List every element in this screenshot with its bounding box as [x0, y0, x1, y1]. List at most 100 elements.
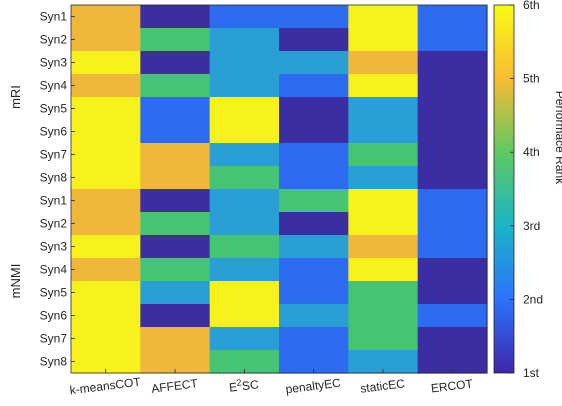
row-tick-label: Syn3: [40, 240, 68, 254]
heatmap-cell: [417, 97, 488, 121]
row-group-label: mNMI: [8, 264, 23, 299]
heatmap-cell: [279, 120, 349, 144]
heatmap-cell: [209, 235, 280, 259]
column-tick-label: staticEC: [359, 376, 405, 395]
heatmap-cell: [279, 258, 349, 282]
colorbar-tick-label: 2nd: [523, 292, 543, 306]
colorbar-tick-label: 5th: [523, 72, 540, 86]
colorbar-tick-label: 6th: [523, 0, 540, 12]
heatmap-cell: [279, 97, 349, 121]
heatmap-cell: [71, 143, 141, 167]
row-tick-label: Syn2: [40, 33, 68, 47]
heatmap-cell: [209, 350, 280, 374]
heatmap-cell: [209, 304, 280, 328]
row-tick-label: Syn4: [40, 263, 68, 277]
heatmap-cell: [71, 281, 141, 305]
heatmap-cell: [71, 74, 141, 98]
heatmap-cell: [348, 5, 419, 29]
heatmap-cell: [417, 120, 488, 144]
heatmap-cell: [209, 5, 280, 29]
heatmap-cell: [71, 258, 141, 282]
heatmap-cell: [279, 350, 349, 374]
heatmap-cell: [348, 143, 419, 167]
row-tick-label: Syn5: [40, 102, 68, 116]
colorbar: 1st 2nd 3rd 4th 5th 6th Performace Rank: [493, 0, 562, 380]
heatmap-cell: [209, 327, 280, 351]
heatmap-cell: [71, 327, 141, 351]
heatmap-cell: [71, 235, 141, 259]
heatmap-cell: [140, 166, 211, 190]
heatmap-cell: [279, 281, 349, 305]
heatmap-cell: [209, 212, 280, 236]
heatmap-cell: [279, 5, 349, 29]
heatmap-cell: [140, 304, 211, 328]
heatmap-cell: [417, 212, 488, 236]
heatmap-cell: [417, 166, 488, 190]
heatmap-cell: [71, 120, 141, 144]
heatmap-cell: [417, 28, 488, 52]
heatmap-cell: [348, 235, 419, 259]
heatmap-cell: [71, 304, 141, 328]
heatmap-cell: [279, 74, 349, 98]
heatmap-cell: [71, 5, 141, 29]
row-tick-label: Syn7: [40, 148, 68, 162]
heatmap-cell: [71, 28, 141, 52]
heatmap-cell: [140, 350, 211, 374]
heatmap-cell: [417, 189, 488, 213]
heatmap-cell: [140, 189, 211, 213]
row-tick-label: Syn1: [40, 194, 68, 208]
heatmap-cell: [279, 235, 349, 259]
column-tick-label: k-meansCOT: [69, 375, 142, 398]
heatmap-cell: [209, 281, 280, 305]
heatmap-cell: [71, 51, 141, 75]
plot-frame: [70, 4, 488, 374]
row-tick-labels: Syn1 Syn2 Syn3 Syn4 Syn5 Syn6 Syn7 Syn8 Syn1 Syn2…: [40, 10, 75, 369]
heatmap-cell: [417, 143, 488, 167]
heatmap-cell: [417, 235, 488, 259]
column-tick-label: penaltyEC: [285, 376, 342, 397]
heatmap-cell: [348, 166, 419, 190]
heatmap-cell: [140, 51, 211, 75]
heatmap-cell: [140, 327, 211, 351]
heatmap-cell: [348, 350, 419, 374]
column-tick-label: E2SC: [228, 375, 260, 395]
row-tick-label: Syn2: [40, 217, 68, 231]
heatmap-cell: [279, 189, 349, 213]
heatmap-cell: [348, 212, 419, 236]
heatmap-cell: [209, 28, 280, 52]
heatmap-cell: [417, 5, 488, 29]
heatmap-cell: [417, 350, 488, 374]
heatmap-cell: [279, 212, 349, 236]
row-tick-label: Syn3: [40, 56, 68, 70]
heatmap-cell: [140, 235, 211, 259]
heatmap-cell: [209, 51, 280, 75]
row-tick-label: Syn7: [40, 332, 68, 346]
row-tick-label: Syn8: [40, 171, 68, 185]
heatmap-cell: [140, 28, 211, 52]
colorbar-label: Performace Rank: [553, 91, 562, 185]
heatmap-cell: [417, 74, 488, 98]
heatmap-cell: [209, 74, 280, 98]
row-group-labels: mRI mNMI: [8, 85, 23, 298]
colorbar-gradient: [493, 4, 515, 374]
heatmap-cell: [279, 166, 349, 190]
heatmap-cell: [417, 281, 488, 305]
heatmap-cell: [209, 258, 280, 282]
heatmap-cell: [348, 74, 419, 98]
row-tick-label: Syn4: [40, 79, 68, 93]
heatmap-cell: [140, 258, 211, 282]
heatmap-cell: [417, 51, 488, 75]
row-tick-label: Syn5: [40, 286, 68, 300]
heatmap-cell: [71, 350, 141, 374]
heatmap-cell: [348, 120, 419, 144]
heatmap-cell: [417, 327, 488, 351]
heatmap-cell: [140, 5, 211, 29]
heatmap-cell: [348, 258, 419, 282]
heatmap-cell: [279, 51, 349, 75]
heatmap-cell: [279, 28, 349, 52]
colorbar-tick-label: 3rd: [523, 219, 540, 233]
heatmap-cell: [140, 281, 211, 305]
column-tick-label: ERCOT: [430, 376, 474, 395]
heatmap-cell: [209, 189, 280, 213]
